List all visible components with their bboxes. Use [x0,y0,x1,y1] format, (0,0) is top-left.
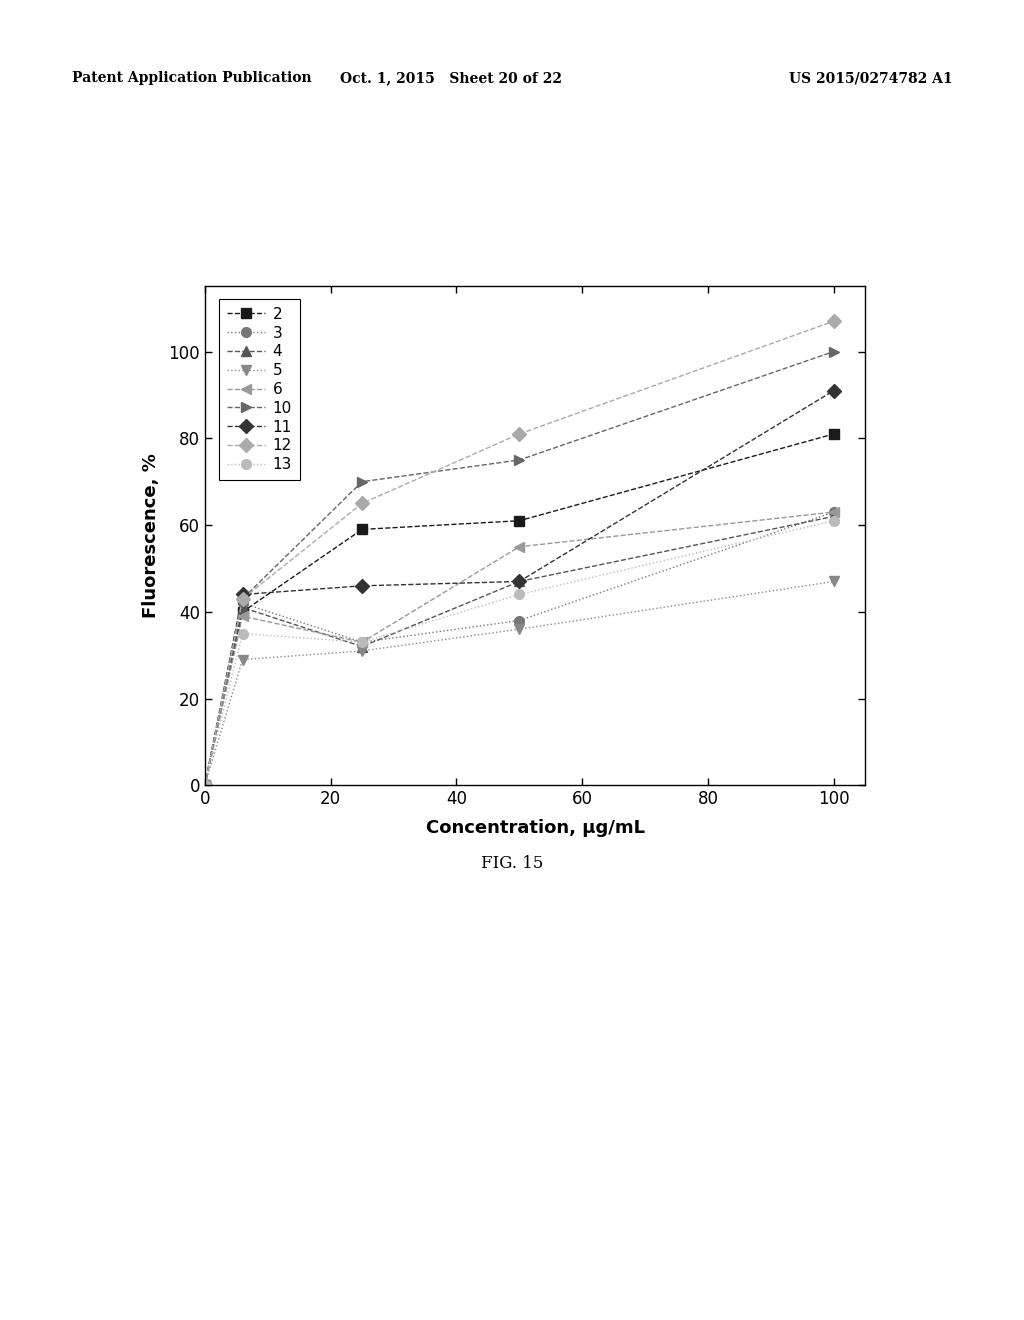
6 [237,609,249,624]
6 [827,504,840,520]
Line: 12: 12 [200,317,839,791]
4 [199,777,211,793]
Line: 5: 5 [200,577,839,791]
Text: Oct. 1, 2015   Sheet 20 of 22: Oct. 1, 2015 Sheet 20 of 22 [340,71,561,84]
Line: 10: 10 [200,347,839,791]
2 [199,777,211,793]
10 [199,777,211,793]
11 [356,578,369,594]
2 [237,605,249,620]
13 [199,777,211,793]
10 [513,451,525,467]
4 [356,639,369,655]
Text: FIG. 15: FIG. 15 [481,855,543,873]
4 [827,508,840,524]
11 [513,574,525,590]
Text: US 2015/0274782 A1: US 2015/0274782 A1 [788,71,952,84]
12 [356,495,369,511]
3 [827,504,840,520]
3 [513,612,525,628]
3 [199,777,211,793]
Text: Patent Application Publication: Patent Application Publication [72,71,311,84]
Line: 11: 11 [200,385,839,791]
13 [356,635,369,651]
12 [237,591,249,607]
5 [199,777,211,793]
11 [827,383,840,399]
Line: 4: 4 [200,512,839,791]
3 [356,635,369,651]
12 [199,777,211,793]
2 [827,426,840,442]
2 [513,512,525,528]
10 [237,591,249,607]
6 [356,635,369,651]
12 [513,426,525,442]
Line: 6: 6 [200,507,839,791]
6 [199,777,211,793]
13 [237,626,249,642]
5 [356,643,369,659]
Legend: 2, 3, 4, 5, 6, 10, 11, 12, 13: 2, 3, 4, 5, 6, 10, 11, 12, 13 [219,300,300,480]
13 [513,586,525,602]
5 [827,574,840,590]
Line: 13: 13 [200,516,839,791]
10 [356,474,369,490]
2 [356,521,369,537]
Line: 3: 3 [200,507,839,791]
4 [237,599,249,615]
10 [827,343,840,359]
5 [513,622,525,638]
X-axis label: Concentration, μg/mL: Concentration, μg/mL [426,820,644,837]
3 [237,595,249,611]
11 [237,586,249,602]
4 [513,574,525,590]
6 [513,539,525,554]
13 [827,512,840,528]
12 [827,313,840,329]
11 [199,777,211,793]
Y-axis label: Fluorescence, %: Fluorescence, % [142,454,160,618]
5 [237,652,249,668]
Line: 2: 2 [200,429,839,791]
